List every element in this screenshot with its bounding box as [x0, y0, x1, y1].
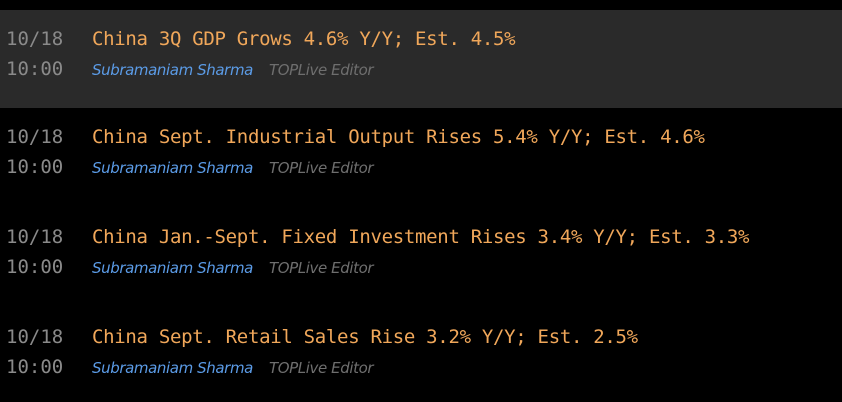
byline-row: 10:00 Subramaniam Sharma TOPLive Editor: [6, 156, 842, 178]
headline[interactable]: China 3Q GDP Grows 4.6% Y/Y; Est. 4.5%: [92, 28, 516, 50]
headline-row: 10/18 China Sept. Retail Sales Rise 3.2% …: [6, 326, 842, 348]
author[interactable]: Subramaniam Sharma: [92, 159, 253, 177]
role: TOPLive Editor: [268, 159, 374, 177]
author[interactable]: Subramaniam Sharma: [92, 359, 253, 377]
time: 10:00: [6, 156, 64, 178]
byline-row: 10:00 Subramaniam Sharma TOPLive Editor: [6, 58, 842, 80]
date: 10/18: [6, 226, 64, 248]
news-item[interactable]: 10/18 China Jan.-Sept. Fixed Investment R…: [0, 208, 842, 308]
author[interactable]: Subramaniam Sharma: [92, 61, 253, 79]
byline-row: 10:00 Subramaniam Sharma TOPLive Editor: [6, 256, 842, 278]
headline-row: 10/18 China Sept. Industrial Output Rises…: [6, 126, 842, 148]
headline-row: 10/18 China 3Q GDP Grows 4.6% Y/Y; Est. 4…: [6, 28, 842, 50]
time: 10:00: [6, 256, 64, 278]
date: 10/18: [6, 326, 64, 348]
date: 10/18: [6, 28, 64, 50]
news-item[interactable]: 10/18 China Sept. Industrial Output Rises…: [0, 108, 842, 208]
headline[interactable]: China Sept. Industrial Output Rises 5.4%…: [92, 126, 705, 148]
headline-row: 10/18 China Jan.-Sept. Fixed Investment R…: [6, 226, 842, 248]
role: TOPLive Editor: [268, 359, 374, 377]
headline[interactable]: China Jan.-Sept. Fixed Investment Rises …: [92, 226, 750, 248]
author[interactable]: Subramaniam Sharma: [92, 259, 253, 277]
news-item[interactable]: 10/18 China 3Q GDP Grows 4.6% Y/Y; Est. 4…: [0, 10, 842, 108]
time: 10:00: [6, 356, 64, 378]
role: TOPLive Editor: [268, 61, 374, 79]
headline[interactable]: China Sept. Retail Sales Rise 3.2% Y/Y; …: [92, 326, 638, 348]
date: 10/18: [6, 126, 64, 148]
news-item[interactable]: 10/18 China Sept. Retail Sales Rise 3.2% …: [0, 308, 842, 402]
role: TOPLive Editor: [268, 259, 374, 277]
time: 10:00: [6, 58, 64, 80]
byline-row: 10:00 Subramaniam Sharma TOPLive Editor: [6, 356, 842, 378]
